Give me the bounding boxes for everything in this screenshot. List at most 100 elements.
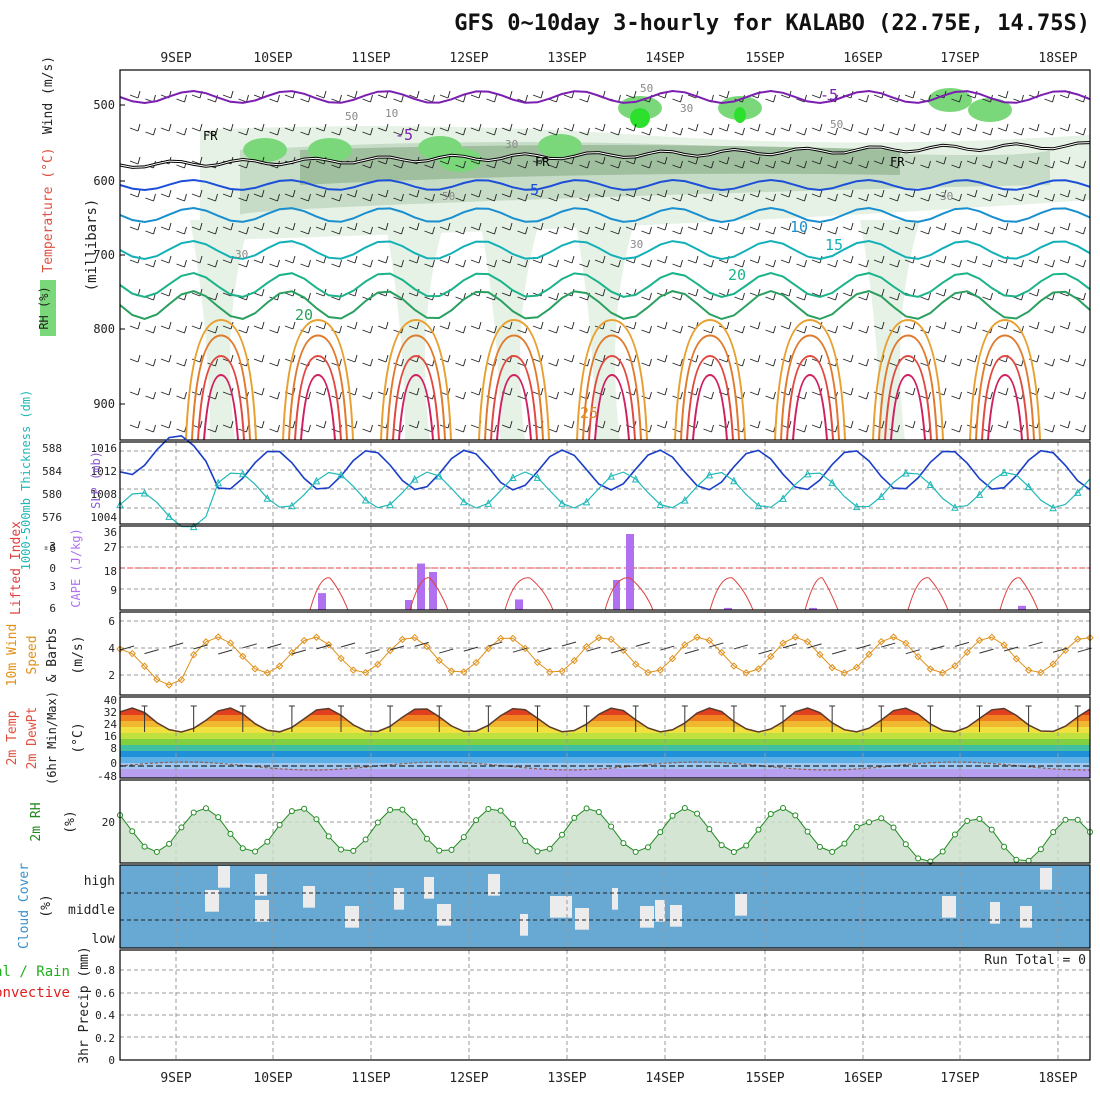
wind-speed-marker: [631, 660, 640, 669]
temp-arch-contour: [490, 354, 538, 441]
wind-barb: [284, 259, 294, 264]
wind-barb: [734, 296, 743, 301]
temp-tick-label: 8: [110, 742, 117, 755]
wind-barb: [532, 226, 542, 231]
wind-barb-tick: [215, 391, 218, 400]
thickness-marker: [1024, 482, 1033, 491]
wind-barb-tick: [432, 259, 435, 268]
wind-barb-tick: [974, 321, 978, 330]
wind-barb: [269, 263, 278, 268]
precip-tick-label: 0: [108, 1054, 115, 1067]
wind-speed-marker: [374, 660, 382, 669]
wind-barb-tick: [788, 354, 792, 363]
wind-barb-tick: [230, 420, 234, 429]
wind-barb-tick: [1083, 391, 1086, 400]
wind-barb-tick: [1005, 387, 1009, 396]
rh2m-marker: [988, 826, 995, 833]
wind-barb-tick: [664, 387, 668, 396]
wind-barb: [331, 296, 340, 301]
wind-barb: [718, 193, 728, 198]
wind-barb: [780, 226, 790, 231]
wind-barb: [811, 325, 821, 330]
wind-barb-tick: [649, 226, 652, 235]
wind-barb-tick: [866, 325, 869, 334]
wind-barb: [486, 164, 495, 169]
temp-arch-contour: [380, 318, 452, 441]
rh-fill-patch: [438, 148, 482, 172]
wind-barb: [873, 391, 883, 396]
wind-barb: [734, 131, 743, 136]
wind-speed-marker: [988, 633, 996, 642]
wind-barb-tick: [525, 424, 528, 433]
wind-barb-tick: [184, 325, 187, 334]
wind-barb-tick: [943, 222, 947, 231]
wind-barb: [424, 263, 433, 268]
wind-barb-tick: [184, 94, 187, 103]
wind-barb: [238, 296, 247, 301]
rh2m-marker: [178, 824, 185, 831]
wind-barb: [501, 292, 511, 297]
wind-barb-tick: [959, 193, 962, 202]
wind-barb-tick: [525, 160, 528, 169]
wind-barb: [594, 160, 604, 165]
wind-barb-tick: [1005, 321, 1009, 330]
wind-barb-tick: [447, 222, 451, 231]
wind-barb-tick: [819, 354, 823, 363]
wind10-barb: [684, 649, 699, 655]
wind-barb: [734, 230, 743, 235]
wind-barb-tick: [509, 420, 513, 429]
wind-barb: [703, 263, 712, 268]
wind-barb: [997, 160, 1007, 165]
wind-barb-tick: [1052, 127, 1055, 136]
temp-tick-label: 32: [104, 706, 117, 719]
wind-barb-tick: [571, 255, 575, 264]
wind-barb-tick: [199, 123, 203, 132]
wind-barb: [842, 325, 852, 330]
wind-barb-tick: [385, 255, 389, 264]
wind-barb: [811, 391, 821, 396]
wind-barb: [408, 292, 418, 297]
wind-barb: [610, 131, 619, 136]
wind-speed-marker: [460, 668, 468, 676]
rh2m-marker: [460, 834, 467, 841]
wind-barb-tick: [525, 226, 528, 235]
wind-barb: [703, 164, 712, 169]
wind-barb: [408, 325, 418, 330]
wind-barb-tick: [308, 127, 311, 136]
wind-barb-tick: [974, 255, 978, 264]
wind-barb-tick: [649, 325, 652, 334]
thickness-marker: [803, 469, 812, 478]
li-tick-label: -6: [43, 542, 56, 555]
wind-barb: [734, 362, 743, 367]
wind-barb: [129, 391, 139, 396]
cape-tick-label: 36: [104, 526, 117, 539]
wind-barb: [393, 263, 402, 268]
wind-barb: [300, 197, 309, 202]
cloud-bar: [488, 874, 500, 896]
wind-barb-tick: [370, 226, 373, 235]
wind10-barb: [979, 648, 994, 654]
wind-barb-tick: [416, 321, 420, 330]
wind10-barb: [537, 647, 552, 653]
wind-barb-tick: [664, 156, 668, 165]
wind-barb-tick: [416, 123, 420, 132]
wind-barb: [594, 292, 604, 297]
wind-barb-tick: [463, 358, 466, 367]
wind-barb: [672, 230, 681, 235]
pressure-tick-label: 600: [93, 174, 115, 188]
wind-barb-tick: [571, 420, 575, 429]
wind-barb: [904, 226, 914, 231]
wind-speed-marker: [1061, 646, 1070, 654]
wind-barb-tick: [525, 193, 528, 202]
wind-barb-tick: [928, 391, 931, 400]
wind-barb-tick: [1036, 255, 1040, 264]
wind-barb: [346, 358, 356, 363]
wind-barb: [191, 259, 201, 264]
rh2m-marker: [239, 845, 246, 852]
wind-barb-tick: [912, 222, 916, 231]
wind-barb-tick: [726, 189, 730, 198]
wind-barb-tick: [788, 156, 792, 165]
wind-barb-tick: [509, 255, 513, 264]
wind-barb-tick: [1083, 259, 1086, 268]
wind-barb: [765, 263, 774, 268]
